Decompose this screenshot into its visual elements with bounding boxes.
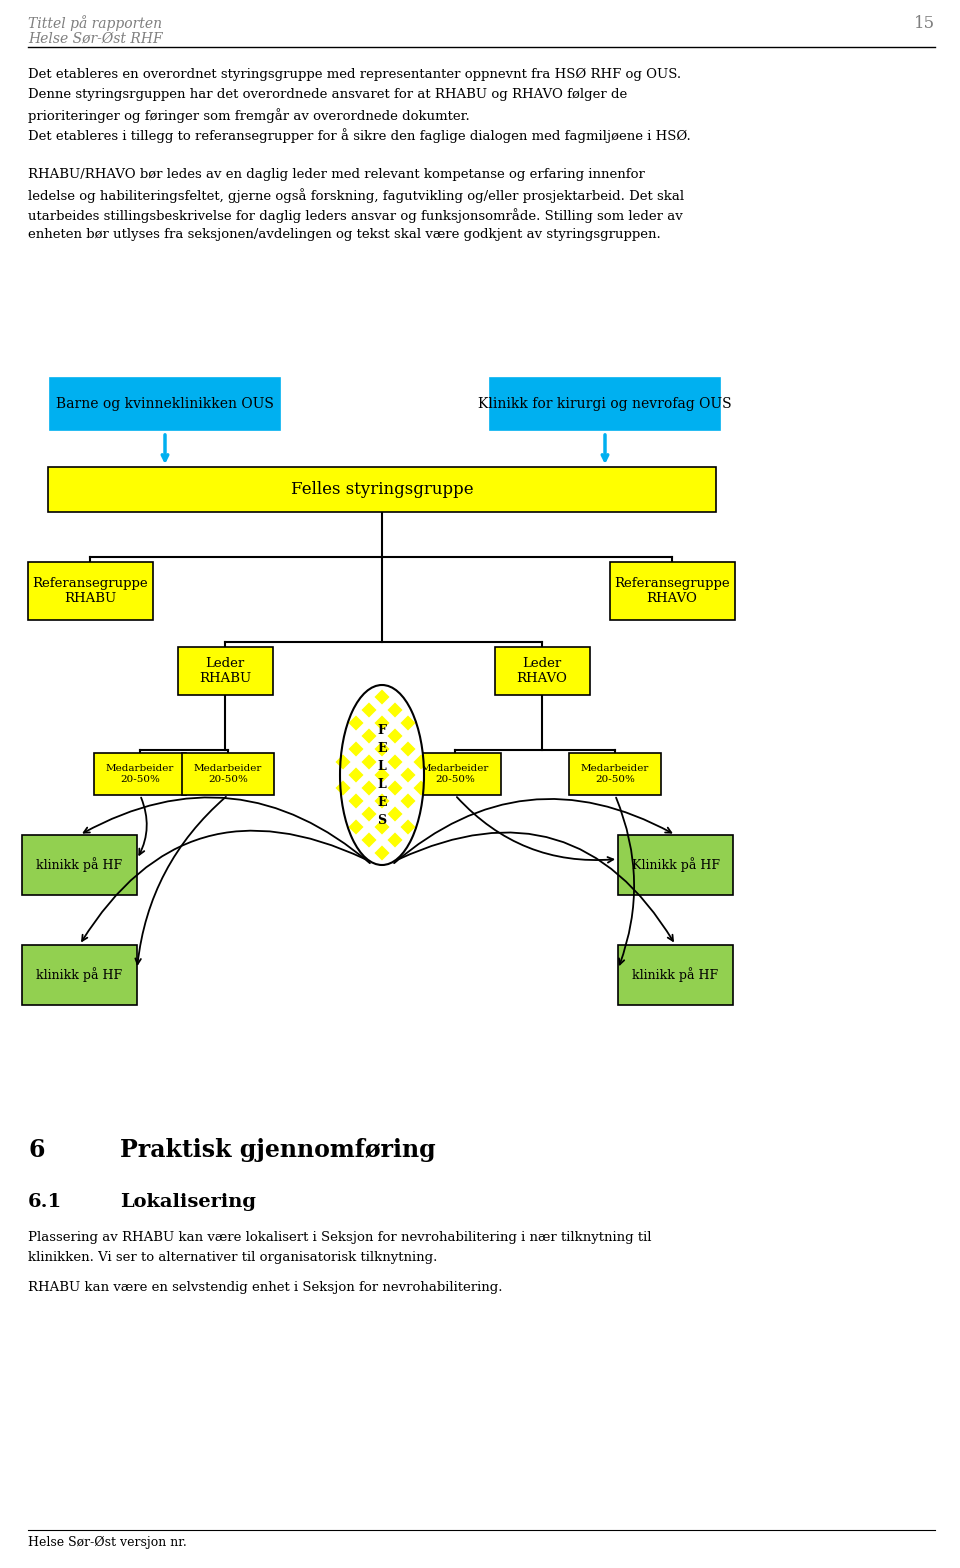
FancyBboxPatch shape: [610, 561, 734, 619]
Polygon shape: [362, 833, 376, 848]
FancyBboxPatch shape: [182, 753, 274, 795]
Text: Felles styringsgruppe: Felles styringsgruppe: [291, 481, 473, 499]
Text: RHABU/RHAVO bør ledes av en daglig leder med relevant kompetanse og erfaring inn: RHABU/RHAVO bør ledes av en daglig leder…: [28, 168, 645, 180]
Polygon shape: [414, 754, 428, 770]
Polygon shape: [374, 820, 390, 834]
Text: Leder
RHABU: Leder RHABU: [199, 657, 252, 685]
Text: Medarbeider
20-50%: Medarbeider 20-50%: [194, 764, 262, 784]
Polygon shape: [374, 742, 390, 756]
FancyBboxPatch shape: [409, 753, 501, 795]
Polygon shape: [400, 715, 416, 731]
Polygon shape: [335, 754, 350, 770]
FancyBboxPatch shape: [50, 378, 280, 430]
Polygon shape: [400, 820, 416, 834]
FancyBboxPatch shape: [494, 648, 589, 695]
Polygon shape: [400, 793, 416, 809]
Polygon shape: [348, 793, 364, 809]
Polygon shape: [362, 754, 376, 770]
Polygon shape: [362, 702, 376, 718]
Text: klinikk på HF: klinikk på HF: [36, 967, 123, 983]
Text: 6: 6: [28, 1138, 44, 1162]
Text: Referansegruppe
RHABU: Referansegruppe RHABU: [33, 577, 148, 605]
Polygon shape: [374, 690, 390, 704]
Text: Tittel på rapporten: Tittel på rapporten: [28, 16, 162, 31]
Text: enheten bør utlyses fra seksjonen/avdelingen og tekst skal være godkjent av styr: enheten bør utlyses fra seksjonen/avdeli…: [28, 227, 660, 241]
Polygon shape: [348, 742, 364, 756]
FancyBboxPatch shape: [618, 836, 733, 895]
Text: klinikk på HF: klinikk på HF: [36, 858, 123, 872]
Polygon shape: [348, 767, 364, 782]
FancyBboxPatch shape: [178, 648, 273, 695]
Text: Helse Sør-Øst RHF: Helse Sør-Øst RHF: [28, 31, 162, 45]
Polygon shape: [374, 715, 390, 731]
Text: Det etableres i tillegg to referansegrupper for å sikre den faglige dialogen med: Det etableres i tillegg to referansegrup…: [28, 129, 691, 143]
Polygon shape: [374, 845, 390, 861]
Text: 6.1: 6.1: [28, 1193, 62, 1210]
Text: Det etableres en overordnet styringsgruppe med representanter oppnevnt fra HSØ R: Det etableres en overordnet styringsgrup…: [28, 67, 682, 82]
FancyBboxPatch shape: [48, 467, 716, 513]
FancyBboxPatch shape: [618, 946, 733, 1005]
Text: Referansegruppe
RHAVO: Referansegruppe RHAVO: [614, 577, 730, 605]
Text: Denne styringsrguppen har det overordnede ansvaret for at RHABU og RHAVO følger : Denne styringsrguppen har det overordned…: [28, 88, 627, 100]
Text: klinikken. Vi ser to alternativer til organisatorisk tilknytning.: klinikken. Vi ser to alternativer til or…: [28, 1251, 438, 1264]
Polygon shape: [348, 820, 364, 834]
Text: Medarbeider
20-50%: Medarbeider 20-50%: [106, 764, 174, 784]
Polygon shape: [400, 742, 416, 756]
Polygon shape: [414, 781, 428, 795]
FancyBboxPatch shape: [22, 836, 137, 895]
Text: ledelse og habiliteringsfeltet, gjerne også forskning, fagutvikling og/eller pro: ledelse og habiliteringsfeltet, gjerne o…: [28, 188, 684, 202]
Text: utarbeides stillingsbeskrivelse for daglig leders ansvar og funksjonsområde. Sti: utarbeides stillingsbeskrivelse for dagl…: [28, 209, 683, 223]
Text: Klinikk på HF: Klinikk på HF: [632, 858, 719, 872]
Polygon shape: [388, 833, 402, 848]
Text: prioriteringer og føringer som fremgår av overordnede dokumter.: prioriteringer og føringer som fremgår a…: [28, 108, 469, 122]
Text: F
E
L
L
E
S: F E L L E S: [377, 723, 387, 826]
Polygon shape: [400, 767, 416, 782]
Polygon shape: [388, 729, 402, 743]
FancyBboxPatch shape: [28, 561, 153, 619]
Polygon shape: [362, 806, 376, 822]
Text: Praktisk gjennomføring: Praktisk gjennomføring: [120, 1138, 436, 1162]
Text: Helse Sør-Øst versjon nr.: Helse Sør-Øst versjon nr.: [28, 1537, 187, 1549]
Ellipse shape: [340, 685, 424, 866]
Polygon shape: [362, 729, 376, 743]
FancyBboxPatch shape: [490, 378, 720, 430]
Polygon shape: [362, 781, 376, 795]
Text: RHABU kan være en selvstendig enhet i Seksjon for nevrohabilitering.: RHABU kan være en selvstendig enhet i Se…: [28, 1281, 502, 1294]
Polygon shape: [374, 767, 390, 782]
Text: klinikk på HF: klinikk på HF: [633, 967, 719, 983]
FancyBboxPatch shape: [94, 753, 186, 795]
Polygon shape: [388, 781, 402, 795]
Text: Lokalisering: Lokalisering: [120, 1193, 256, 1210]
FancyBboxPatch shape: [22, 946, 137, 1005]
Polygon shape: [335, 781, 350, 795]
Text: Medarbeider
20-50%: Medarbeider 20-50%: [581, 764, 649, 784]
Text: Barne og kvinneklinikken OUS: Barne og kvinneklinikken OUS: [56, 397, 274, 411]
Text: 15: 15: [914, 16, 935, 31]
Polygon shape: [374, 793, 390, 809]
Text: Leder
RHAVO: Leder RHAVO: [516, 657, 567, 685]
Polygon shape: [348, 715, 364, 731]
Polygon shape: [388, 806, 402, 822]
Text: Medarbeider
20-50%: Medarbeider 20-50%: [420, 764, 490, 784]
FancyBboxPatch shape: [569, 753, 661, 795]
Text: Plassering av RHABU kan være lokalisert i Seksjon for nevrohabilitering i nær ti: Plassering av RHABU kan være lokalisert …: [28, 1231, 652, 1243]
Polygon shape: [388, 754, 402, 770]
Polygon shape: [388, 702, 402, 718]
Text: Klinikk for kirurgi og nevrofag OUS: Klinikk for kirurgi og nevrofag OUS: [478, 397, 732, 411]
